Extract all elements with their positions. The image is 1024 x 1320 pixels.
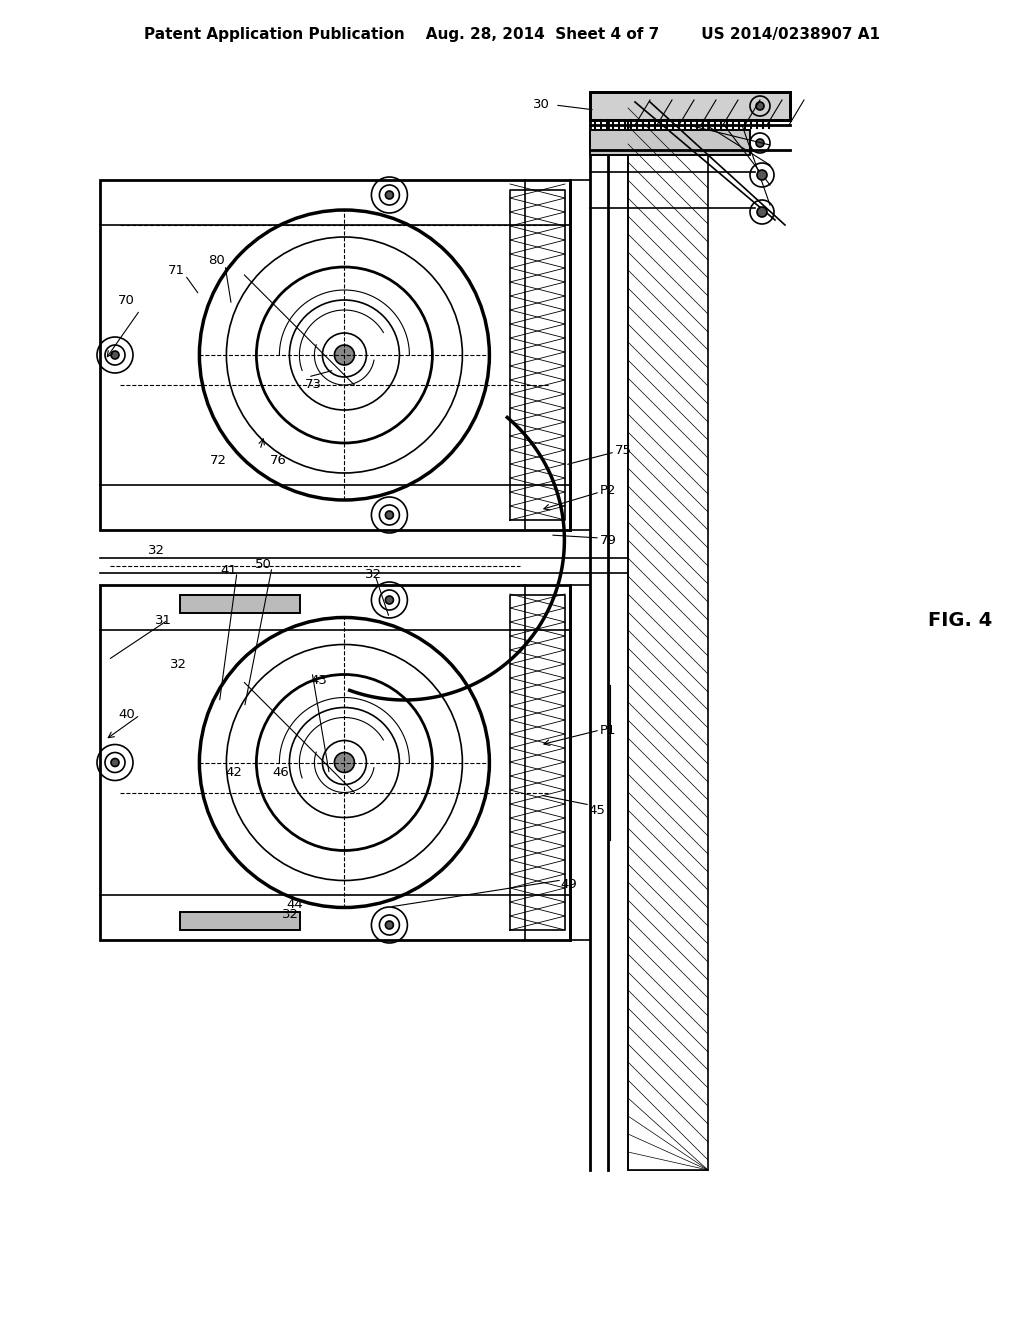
Circle shape (385, 597, 393, 605)
Text: 73: 73 (305, 379, 322, 392)
Circle shape (385, 511, 393, 519)
Text: 32: 32 (148, 544, 165, 557)
Text: 72: 72 (210, 454, 227, 466)
Text: 70: 70 (118, 293, 135, 306)
Bar (590, 92, 790, 120)
Text: P1: P1 (600, 723, 616, 737)
Text: Patent Application Publication    Aug. 28, 2014  Sheet 4 of 7        US 2014/023: Patent Application Publication Aug. 28, … (144, 28, 880, 42)
Bar (100, 585, 570, 940)
Bar (100, 180, 570, 531)
Circle shape (111, 351, 119, 359)
Text: 45: 45 (588, 804, 605, 817)
Text: 32: 32 (170, 659, 187, 672)
Text: 75: 75 (615, 444, 632, 457)
Text: 30: 30 (534, 99, 550, 111)
Bar (590, 129, 750, 154)
Text: 46: 46 (272, 766, 289, 779)
Text: 50: 50 (255, 557, 272, 570)
Circle shape (756, 102, 764, 110)
Text: 71: 71 (168, 264, 185, 276)
Text: 79: 79 (600, 533, 616, 546)
Bar (628, 100, 708, 1170)
Bar (180, 595, 300, 612)
Circle shape (385, 191, 393, 199)
Text: 44: 44 (287, 899, 303, 912)
Text: 31: 31 (155, 614, 172, 627)
Circle shape (757, 170, 767, 180)
Text: 32: 32 (282, 908, 299, 921)
Bar (180, 912, 300, 931)
Text: 43: 43 (310, 673, 327, 686)
Text: 41: 41 (220, 564, 237, 577)
Circle shape (756, 139, 764, 147)
Text: 40: 40 (118, 709, 135, 722)
Circle shape (385, 921, 393, 929)
Bar (590, 92, 790, 120)
Bar (180, 912, 300, 931)
Circle shape (757, 207, 767, 216)
Text: 80: 80 (208, 253, 224, 267)
Text: 49: 49 (560, 879, 577, 891)
Text: FIG. 4: FIG. 4 (928, 610, 992, 630)
Circle shape (335, 752, 354, 772)
Bar (590, 129, 750, 154)
Text: 32: 32 (365, 569, 382, 582)
Circle shape (111, 759, 119, 767)
Bar (180, 595, 300, 612)
Text: 76: 76 (270, 454, 287, 466)
Circle shape (335, 345, 354, 366)
Text: P2: P2 (600, 483, 616, 496)
Text: 42: 42 (225, 766, 242, 779)
